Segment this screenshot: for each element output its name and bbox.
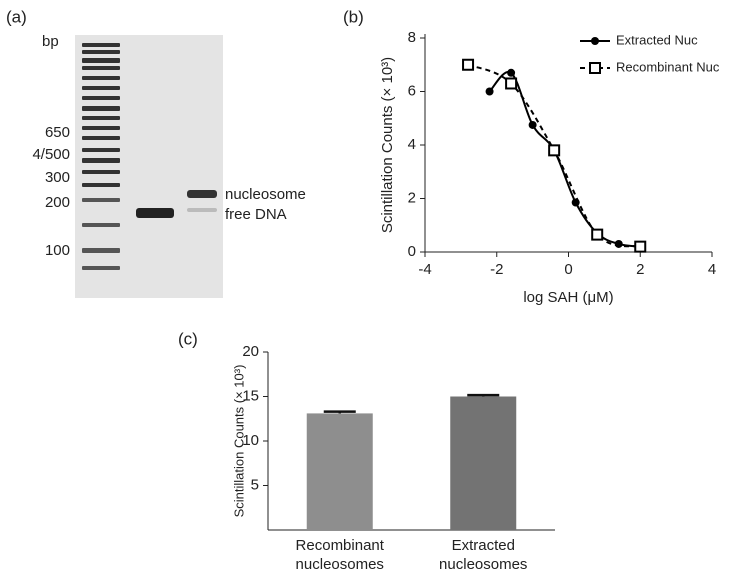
ladder-band xyxy=(82,183,120,187)
x-tick-label: 2 xyxy=(636,261,644,278)
ladder-band xyxy=(82,96,120,100)
data-point xyxy=(591,228,604,241)
y-tick-label: 8 xyxy=(408,29,416,46)
bar xyxy=(450,396,517,530)
panel-label: (b) xyxy=(343,7,364,26)
band-label: nucleosome xyxy=(225,186,306,203)
ladder-band xyxy=(82,136,120,140)
y-tick-label: 5 xyxy=(251,476,259,493)
ladder-band xyxy=(82,58,120,63)
y-tick-label: 0 xyxy=(408,243,416,260)
bar xyxy=(306,413,373,530)
legend-marker xyxy=(589,62,601,74)
ladder-label: 300 xyxy=(45,169,70,186)
error-bar xyxy=(467,393,500,397)
ladder-band xyxy=(82,198,120,202)
ladder-band xyxy=(82,86,120,90)
x-tick-label: 4 xyxy=(708,261,716,278)
legend-label: Recombinant Nuc xyxy=(616,59,720,74)
ladder-band xyxy=(82,43,120,47)
data-point xyxy=(614,239,623,248)
legend-marker xyxy=(591,37,599,45)
data-point xyxy=(528,120,537,129)
x-tick-label: Extracted nucleosomes xyxy=(439,537,528,573)
gel xyxy=(75,35,223,298)
data-point xyxy=(548,144,561,157)
x-tick-label: -2 xyxy=(490,261,503,278)
y-tick-label: 4 xyxy=(408,136,416,153)
y-axis-label: Scintillation Counts (× 10³) xyxy=(379,57,396,233)
data-point xyxy=(462,58,475,71)
gel-band xyxy=(187,208,217,212)
ladder-label: 650 xyxy=(45,124,70,141)
panel-label: (a) xyxy=(6,7,27,26)
x-axis-label: log SAH (μM) xyxy=(523,289,613,306)
ladder-band xyxy=(82,66,120,70)
y-tick-label: 15 xyxy=(242,387,259,404)
y-tick-label: 10 xyxy=(242,432,259,449)
x-tick-label: -4 xyxy=(418,261,431,278)
x-tick-label: 0 xyxy=(564,261,572,278)
band-label: free DNA xyxy=(225,206,287,223)
data-point xyxy=(634,240,647,253)
data-point xyxy=(507,68,516,77)
ladder-band xyxy=(82,148,120,152)
ladder-band xyxy=(82,76,120,80)
gel-unit: bp xyxy=(42,33,59,50)
data-point xyxy=(485,87,494,96)
error-bar xyxy=(323,410,356,414)
ladder-band xyxy=(82,126,120,130)
gel-band xyxy=(136,208,174,218)
ladder-band xyxy=(82,158,120,163)
ladder-band xyxy=(82,50,120,54)
panel-label: (c) xyxy=(178,329,198,348)
y-axis-label: Scintillation Counts (× 10³) xyxy=(231,365,246,518)
ladder-label: 200 xyxy=(45,194,70,211)
ladder-band xyxy=(82,170,120,174)
ladder-band xyxy=(82,266,120,270)
ladder-band xyxy=(82,116,120,120)
fit-line xyxy=(488,70,641,248)
ladder-label: 100 xyxy=(45,242,70,259)
y-tick-label: 2 xyxy=(408,189,416,206)
data-point xyxy=(505,77,518,90)
ladder-label: 4/500 xyxy=(32,146,70,163)
y-tick-label: 20 xyxy=(242,343,259,360)
ladder-band xyxy=(82,248,120,253)
y-tick-label: 6 xyxy=(408,82,416,99)
legend-label: Extracted Nuc xyxy=(616,32,698,47)
ladder-band xyxy=(82,106,120,111)
gel-band xyxy=(187,190,217,198)
ladder-band xyxy=(82,223,120,227)
x-tick-label: Recombinant nucleosomes xyxy=(295,537,384,573)
